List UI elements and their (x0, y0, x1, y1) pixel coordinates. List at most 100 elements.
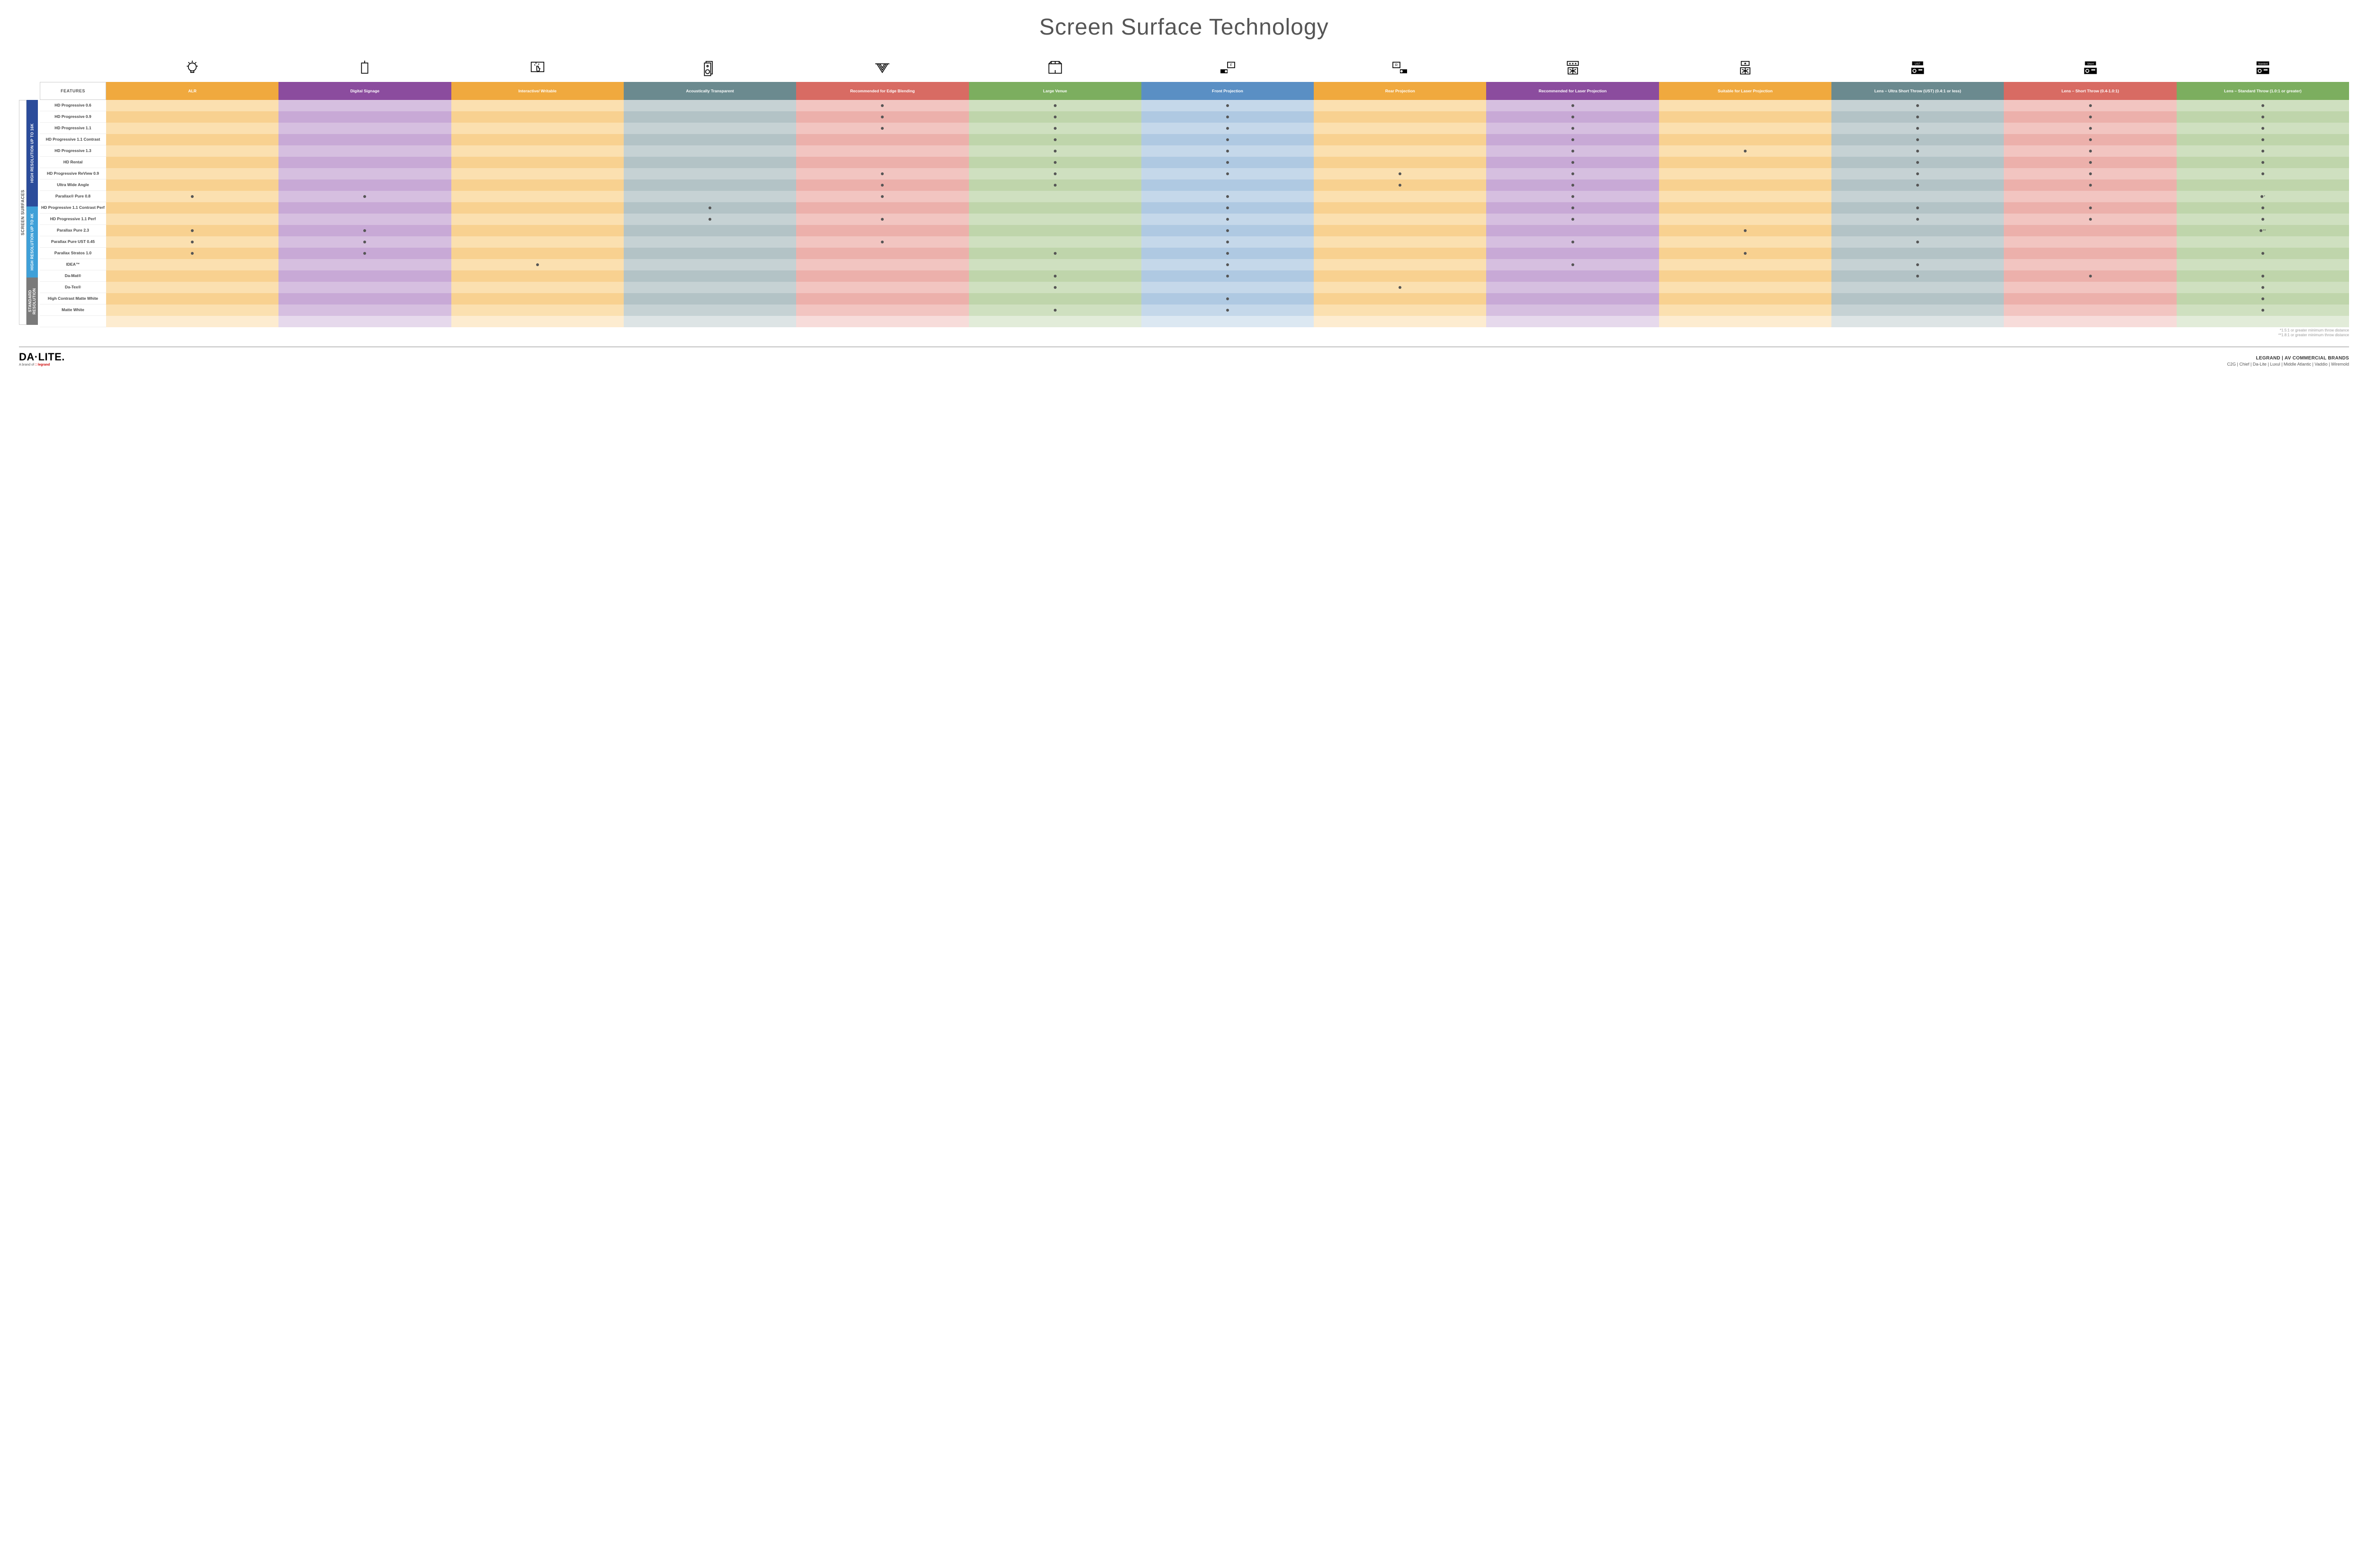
table-row: HD Progressive 0.9 (40, 111, 2349, 123)
cell (1314, 202, 1486, 214)
cell (969, 134, 1141, 145)
cell (1314, 236, 1486, 248)
cell (2004, 145, 2176, 157)
col-header-reclaser: Recommended for Laser Projection (1486, 82, 1659, 100)
cell (106, 259, 278, 270)
cell (1659, 259, 1831, 270)
cell (1486, 168, 1659, 179)
cell (1314, 270, 1486, 282)
cell (1486, 282, 1659, 293)
cell (1314, 191, 1486, 202)
row-label: HD Progressive ReView 0.9 (40, 168, 106, 179)
cell (1141, 111, 1314, 123)
cell (796, 157, 969, 168)
cell (796, 282, 969, 293)
row-label: Da-Tex® (40, 282, 106, 293)
cell (2177, 282, 2349, 293)
cell (624, 270, 796, 282)
brand-logo: DA·LITE. (19, 351, 65, 363)
cell (796, 123, 969, 134)
cell (1141, 259, 1314, 270)
cell (106, 202, 278, 214)
cell (796, 145, 969, 157)
cell (1659, 123, 1831, 134)
cell (796, 168, 969, 179)
cell (2004, 179, 2176, 191)
cell (1659, 100, 1831, 111)
cell (2004, 282, 2176, 293)
cell (1831, 259, 2004, 270)
cell (1486, 157, 1659, 168)
row-label: HD Rental (40, 157, 106, 168)
cell (106, 293, 278, 305)
cell (451, 202, 624, 214)
table-row: HD Progressive 1.1 Contrast (40, 134, 2349, 145)
row-label: HD Progressive 1.3 (40, 145, 106, 157)
cell (1141, 145, 1314, 157)
venue-icon (969, 54, 1141, 81)
svg-text:★★★: ★★★ (1569, 62, 1577, 65)
cell (969, 236, 1141, 248)
cell (278, 282, 451, 293)
cell (624, 259, 796, 270)
cell (106, 270, 278, 282)
table-row: HD Rental (40, 157, 2349, 168)
cell (969, 168, 1141, 179)
cell (624, 202, 796, 214)
cell (969, 214, 1141, 225)
cell (1314, 179, 1486, 191)
table-row: Da-Mat® (40, 270, 2349, 282)
cell (278, 202, 451, 214)
cell (624, 134, 796, 145)
cell (278, 134, 451, 145)
cell (278, 305, 451, 316)
cell (624, 305, 796, 316)
rear-icon: R (1314, 54, 1486, 81)
row-label: Parallax Pure 2.3 (40, 225, 106, 236)
cell (1486, 293, 1659, 305)
col-header-short: Lens – Short Throw (0.4-1.0:1) (2004, 82, 2176, 100)
cell (106, 179, 278, 191)
cell (1486, 214, 1659, 225)
cell (106, 168, 278, 179)
row-label: Parallax Stratos 1.0 (40, 248, 106, 259)
cell (796, 305, 969, 316)
cell (1831, 100, 2004, 111)
cell (2004, 225, 2176, 236)
cell (1486, 259, 1659, 270)
cell (969, 111, 1141, 123)
cell (106, 225, 278, 236)
cell (2004, 270, 2176, 282)
cell (1486, 100, 1659, 111)
cell (451, 270, 624, 282)
cell (2004, 168, 2176, 179)
cell (1314, 259, 1486, 270)
cell (451, 293, 624, 305)
cell (451, 282, 624, 293)
cell (451, 225, 624, 236)
cell (2177, 134, 2349, 145)
cell (1141, 248, 1314, 259)
cell (106, 111, 278, 123)
cell (1659, 282, 1831, 293)
cell (2177, 305, 2349, 316)
cell (969, 157, 1141, 168)
col-header-alr: ALR (106, 82, 278, 100)
row-label: HD Progressive 1.1 Contrast Perf (40, 202, 106, 214)
cell (278, 145, 451, 157)
row-label: Ultra Wide Angle (40, 179, 106, 191)
cell (1314, 134, 1486, 145)
cell (624, 282, 796, 293)
row-label: HD Progressive 0.6 (40, 100, 106, 111)
table-row: HD Progressive 0.6 (40, 100, 2349, 111)
cell (2004, 293, 2176, 305)
footnotes: *1.5:1 or greater minimum throw distance… (40, 328, 2349, 338)
cell (796, 134, 969, 145)
cell (796, 236, 969, 248)
cell (796, 270, 969, 282)
row-label: HD Progressive 1.1 Contrast (40, 134, 106, 145)
cell (969, 225, 1141, 236)
cell (106, 134, 278, 145)
cell (1314, 282, 1486, 293)
cell (2177, 157, 2349, 168)
